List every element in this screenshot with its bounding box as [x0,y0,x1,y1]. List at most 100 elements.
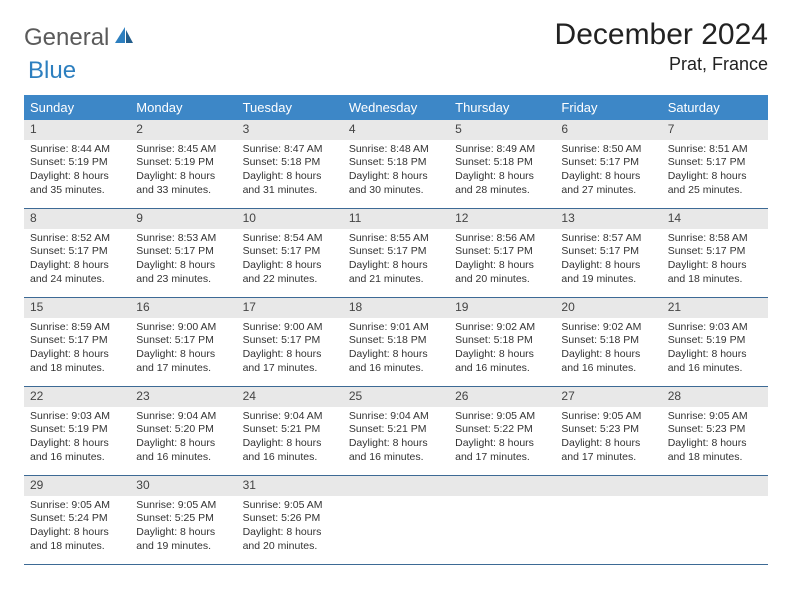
week-row: 29Sunrise: 9:05 AMSunset: 5:24 PMDayligh… [24,476,768,565]
day-sunset: Sunset: 5:18 PM [349,334,443,348]
day-d1: Daylight: 8 hours [349,170,443,184]
day-d1: Daylight: 8 hours [561,348,655,362]
day-sunset: Sunset: 5:24 PM [30,512,124,526]
day-d2: and 16 minutes. [561,362,655,376]
day-cell: 8Sunrise: 8:52 AMSunset: 5:17 PMDaylight… [24,209,130,297]
day-d1: Daylight: 8 hours [30,170,124,184]
day-number: 19 [449,298,555,318]
day-d1: Daylight: 8 hours [30,348,124,362]
day-sunset: Sunset: 5:18 PM [455,334,549,348]
day-sunrise: Sunrise: 8:57 AM [561,232,655,246]
day-cell: 1Sunrise: 8:44 AMSunset: 5:19 PMDaylight… [24,120,130,208]
day-number: 3 [237,120,343,140]
day-sunrise: Sunrise: 8:58 AM [668,232,762,246]
day-body: Sunrise: 8:45 AMSunset: 5:19 PMDaylight:… [130,140,236,204]
day-d1: Daylight: 8 hours [668,348,762,362]
day-d2: and 22 minutes. [243,273,337,287]
title-block: December 2024 Prat, France [555,18,768,75]
day-d1: Daylight: 8 hours [30,437,124,451]
day-sunset: Sunset: 5:26 PM [243,512,337,526]
day-number: 30 [130,476,236,496]
weekday-wednesday: Wednesday [343,95,449,120]
day-cell: 22Sunrise: 9:03 AMSunset: 5:19 PMDayligh… [24,387,130,475]
day-number: 24 [237,387,343,407]
day-sunset: Sunset: 5:19 PM [136,156,230,170]
day-sunset: Sunset: 5:17 PM [30,245,124,259]
day-cell: 3Sunrise: 8:47 AMSunset: 5:18 PMDaylight… [237,120,343,208]
day-sunset: Sunset: 5:23 PM [561,423,655,437]
calendar-grid: Sunday Monday Tuesday Wednesday Thursday… [24,95,768,565]
day-sunset: Sunset: 5:17 PM [243,334,337,348]
day-sunrise: Sunrise: 9:05 AM [136,499,230,513]
day-d1: Daylight: 8 hours [30,259,124,273]
day-sunrise: Sunrise: 9:05 AM [455,410,549,424]
day-cell [343,476,449,564]
day-sunrise: Sunrise: 9:01 AM [349,321,443,335]
day-cell: 29Sunrise: 9:05 AMSunset: 5:24 PMDayligh… [24,476,130,564]
day-number: 8 [24,209,130,229]
day-d1: Daylight: 8 hours [561,259,655,273]
day-sunrise: Sunrise: 8:55 AM [349,232,443,246]
day-d1: Daylight: 8 hours [668,437,762,451]
day-sunset: Sunset: 5:19 PM [30,423,124,437]
day-number: 22 [24,387,130,407]
week-row: 8Sunrise: 8:52 AMSunset: 5:17 PMDaylight… [24,209,768,298]
day-sunset: Sunset: 5:19 PM [30,156,124,170]
day-d1: Daylight: 8 hours [243,437,337,451]
day-number: 9 [130,209,236,229]
logo-text-general: General [24,24,109,52]
logo-sail-icon [113,24,135,52]
day-cell: 16Sunrise: 9:00 AMSunset: 5:17 PMDayligh… [130,298,236,386]
day-sunset: Sunset: 5:17 PM [668,245,762,259]
day-body: Sunrise: 9:05 AMSunset: 5:26 PMDaylight:… [237,496,343,560]
day-number: 4 [343,120,449,140]
day-d2: and 18 minutes. [668,451,762,465]
day-d1: Daylight: 8 hours [243,348,337,362]
day-sunrise: Sunrise: 9:04 AM [136,410,230,424]
day-number: 21 [662,298,768,318]
day-number: 10 [237,209,343,229]
month-title: December 2024 [555,18,768,52]
day-number [555,476,661,496]
day-number: 25 [343,387,449,407]
day-sunset: Sunset: 5:20 PM [136,423,230,437]
day-d1: Daylight: 8 hours [136,526,230,540]
day-sunset: Sunset: 5:23 PM [668,423,762,437]
day-body: Sunrise: 9:00 AMSunset: 5:17 PMDaylight:… [237,318,343,382]
day-sunset: Sunset: 5:17 PM [561,156,655,170]
day-d2: and 27 minutes. [561,184,655,198]
day-d1: Daylight: 8 hours [136,348,230,362]
day-body: Sunrise: 9:05 AMSunset: 5:23 PMDaylight:… [662,407,768,471]
day-cell: 21Sunrise: 9:03 AMSunset: 5:19 PMDayligh… [662,298,768,386]
day-number: 5 [449,120,555,140]
day-cell: 13Sunrise: 8:57 AMSunset: 5:17 PMDayligh… [555,209,661,297]
day-cell: 31Sunrise: 9:05 AMSunset: 5:26 PMDayligh… [237,476,343,564]
day-sunset: Sunset: 5:18 PM [561,334,655,348]
day-number: 11 [343,209,449,229]
day-cell: 4Sunrise: 8:48 AMSunset: 5:18 PMDaylight… [343,120,449,208]
day-d2: and 30 minutes. [349,184,443,198]
day-sunrise: Sunrise: 9:00 AM [136,321,230,335]
day-sunset: Sunset: 5:17 PM [30,334,124,348]
day-sunrise: Sunrise: 9:00 AM [243,321,337,335]
day-sunset: Sunset: 5:17 PM [561,245,655,259]
day-d2: and 17 minutes. [561,451,655,465]
day-sunrise: Sunrise: 9:02 AM [561,321,655,335]
day-sunrise: Sunrise: 8:50 AM [561,143,655,157]
day-sunrise: Sunrise: 8:54 AM [243,232,337,246]
day-cell [449,476,555,564]
day-cell: 2Sunrise: 8:45 AMSunset: 5:19 PMDaylight… [130,120,236,208]
day-sunrise: Sunrise: 9:02 AM [455,321,549,335]
day-body: Sunrise: 9:05 AMSunset: 5:24 PMDaylight:… [24,496,130,560]
day-body: Sunrise: 8:54 AMSunset: 5:17 PMDaylight:… [237,229,343,293]
day-body: Sunrise: 9:04 AMSunset: 5:21 PMDaylight:… [343,407,449,471]
day-sunset: Sunset: 5:17 PM [668,156,762,170]
weekday-monday: Monday [130,95,236,120]
day-body: Sunrise: 9:04 AMSunset: 5:20 PMDaylight:… [130,407,236,471]
day-sunrise: Sunrise: 8:47 AM [243,143,337,157]
day-d2: and 33 minutes. [136,184,230,198]
day-d1: Daylight: 8 hours [30,526,124,540]
day-d2: and 16 minutes. [243,451,337,465]
day-body: Sunrise: 8:51 AMSunset: 5:17 PMDaylight:… [662,140,768,204]
day-cell: 10Sunrise: 8:54 AMSunset: 5:17 PMDayligh… [237,209,343,297]
